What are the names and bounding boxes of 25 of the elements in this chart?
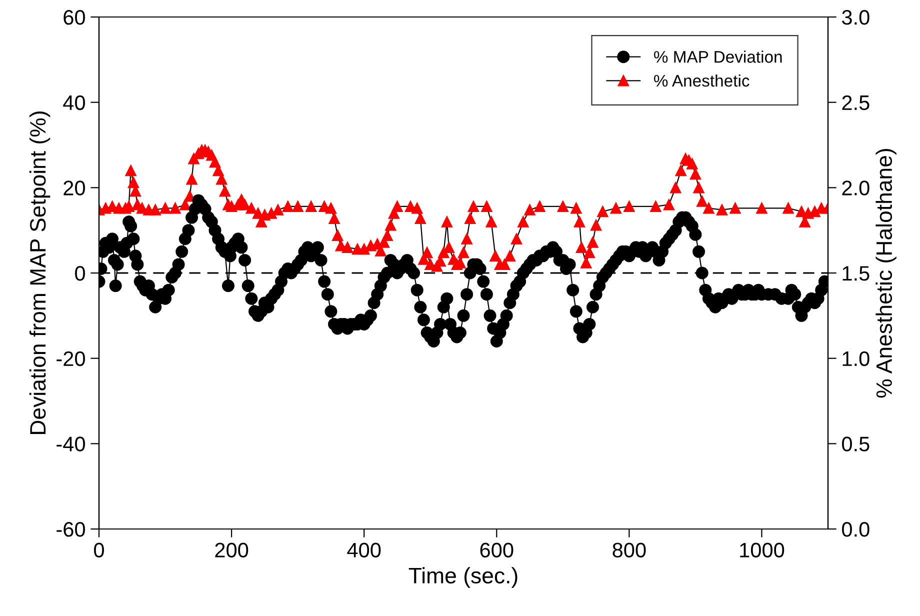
x-tick-label: 600 [480, 542, 514, 558]
y2-tick-label: 3.0 [842, 10, 870, 25]
y-tick-label: 40 [63, 95, 85, 110]
y-tick-label: 20 [64, 180, 85, 196]
y-tick-label: 0 [75, 266, 85, 281]
y2-tick-label: 2.5 [842, 95, 870, 110]
y2-tick-label: 1.5 [842, 266, 870, 281]
y2-tick-label: 0.0 [842, 522, 870, 537]
y-tick-label: -60 [56, 522, 85, 537]
y-tick-label: 60 [64, 10, 85, 25]
y2-tick-label: 0.5 [842, 436, 870, 452]
y-tick-label: -40 [56, 436, 85, 452]
y2-tick-label: 1.0 [842, 351, 870, 366]
x-axis-title: Time (sec.) [408, 567, 518, 588]
y-axis-title: Deviation from MAP Setpoint (%) [29, 112, 50, 434]
y2-tick-label: 2.0 [842, 180, 870, 196]
legend-label: % MAP Deviation [654, 50, 782, 63]
y-tick-label: -20 [56, 351, 85, 366]
x-tick-label: 400 [347, 542, 381, 558]
x-tick-label: 800 [612, 542, 646, 558]
y2-axis-title: % Anesthetic (Halothane) [876, 148, 896, 398]
x-tick-label: 0 [94, 542, 104, 558]
x-tick-label: 200 [215, 542, 248, 558]
legend-label: % Anesthetic [654, 74, 750, 87]
x-tick-label: 1000 [740, 542, 784, 558]
